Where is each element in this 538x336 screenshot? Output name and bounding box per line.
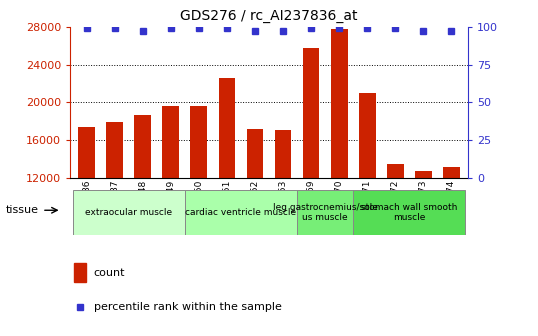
Bar xyxy=(74,263,86,282)
Bar xyxy=(107,122,123,292)
Bar xyxy=(246,129,264,292)
Bar xyxy=(353,190,465,235)
Bar xyxy=(359,93,376,292)
Bar xyxy=(415,171,431,292)
Bar xyxy=(185,190,297,235)
Text: count: count xyxy=(94,268,125,278)
Bar xyxy=(79,127,95,292)
Text: tissue: tissue xyxy=(5,205,39,215)
Bar xyxy=(134,115,151,292)
Bar xyxy=(73,190,185,235)
Text: extraocular muscle: extraocular muscle xyxy=(85,208,172,217)
Bar xyxy=(218,78,235,292)
Text: cardiac ventricle muscle: cardiac ventricle muscle xyxy=(186,208,296,217)
Bar xyxy=(303,48,320,292)
Bar xyxy=(331,29,348,292)
Text: leg gastrocnemius/sole
us muscle: leg gastrocnemius/sole us muscle xyxy=(273,203,378,222)
Bar xyxy=(443,167,459,292)
Bar xyxy=(190,106,207,292)
Bar xyxy=(162,106,179,292)
Bar xyxy=(274,130,292,292)
Bar xyxy=(387,164,404,292)
Text: percentile rank within the sample: percentile rank within the sample xyxy=(94,302,282,312)
Text: stomach wall smooth
muscle: stomach wall smooth muscle xyxy=(361,203,457,222)
Bar xyxy=(297,190,353,235)
Title: GDS276 / rc_AI237836_at: GDS276 / rc_AI237836_at xyxy=(180,9,358,23)
